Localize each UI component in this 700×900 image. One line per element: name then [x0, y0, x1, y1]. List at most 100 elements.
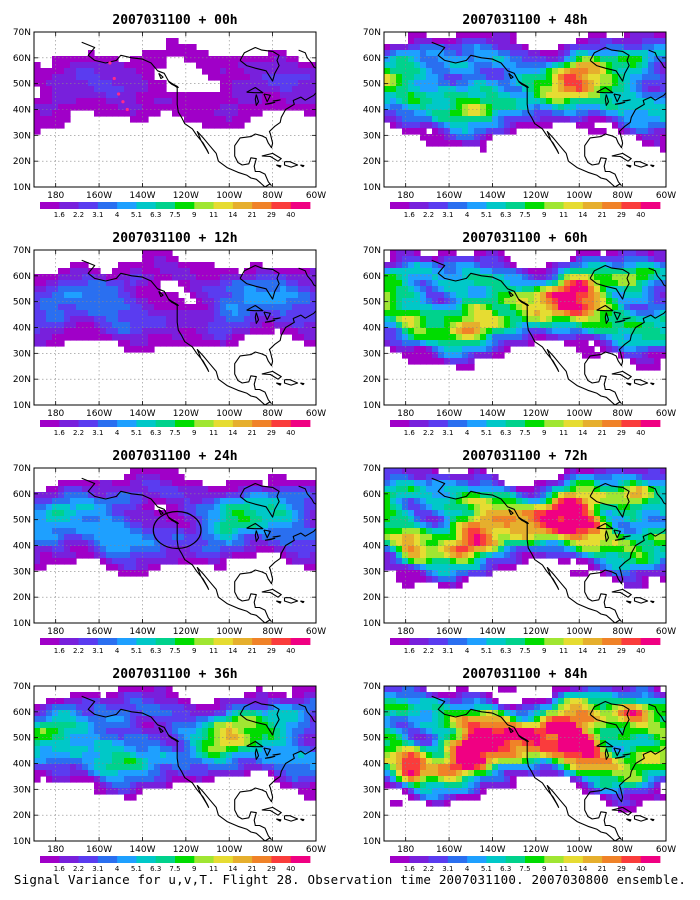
colorbar-label: 21 — [248, 211, 257, 219]
y-tick-label: 10N — [363, 401, 381, 411]
colorbar-swatch — [290, 856, 311, 863]
colorbar: 1.6 2.2 3.1 4 5.1 6.3 7.5 9 11 14 21 29 40 — [390, 638, 661, 655]
colorbar-swatch — [213, 202, 234, 209]
colorbar-swatch — [428, 202, 449, 209]
y-tick-label: 40N — [13, 324, 31, 334]
colorbar-swatch — [467, 202, 487, 209]
colorbar-label: 4 — [465, 865, 470, 873]
colorbar-label: 6.3 — [150, 211, 161, 219]
y-tick-label: 20N — [363, 375, 381, 385]
colorbar-swatch — [640, 202, 661, 209]
x-tick-label: 140W — [479, 409, 505, 419]
colorbar-label: 6.3 — [150, 429, 161, 437]
grid-lines — [34, 32, 316, 187]
colorbar-swatch — [525, 202, 545, 209]
x-tick-label: 120W — [173, 845, 199, 855]
x-tick-label: 140W — [129, 845, 155, 855]
x-tick-label: 100W — [216, 409, 242, 419]
x-tick-label: 120W — [173, 191, 199, 201]
x-tick-label: 60W — [656, 409, 676, 419]
colorbar-label: 7.5 — [169, 211, 180, 219]
colorbar-swatch — [467, 638, 487, 645]
colorbar-label: 1.6 — [54, 865, 66, 873]
colorbar-swatch — [467, 856, 487, 863]
x-tick-label: 60W — [306, 409, 326, 419]
colorbar-label: 9 — [542, 429, 546, 437]
colorbar-swatch — [78, 420, 99, 427]
grid-lines — [384, 686, 666, 841]
colorbar-label: 40 — [286, 647, 295, 655]
colorbar-swatch — [563, 202, 584, 209]
y-tick-label: 40N — [363, 760, 381, 770]
y-tick-label: 40N — [13, 106, 31, 116]
colorbar-label: 5.1 — [481, 865, 492, 873]
y-tick-label: 40N — [363, 542, 381, 552]
y-tick-label: 50N — [363, 80, 381, 90]
colorbar-swatch — [213, 856, 234, 863]
colorbar-swatch — [213, 638, 234, 645]
colorbar-label: 40 — [286, 211, 295, 219]
colorbar-swatch — [486, 420, 507, 427]
colorbar-swatch — [640, 420, 661, 427]
colorbar-label: 4 — [115, 865, 120, 873]
x-tick-label: 120W — [523, 409, 549, 419]
colorbar-swatch — [155, 420, 176, 427]
colorbar-label: 11 — [209, 865, 218, 873]
x-tick-label: 160W — [86, 845, 112, 855]
colorbar-label: 3.1 — [442, 647, 453, 655]
x-tick-label: 180 — [47, 409, 64, 419]
colorbar-swatch — [252, 638, 272, 645]
colorbar-swatch — [390, 856, 410, 863]
map-panel-24h: 2007031100 + 24h 10N 20N 30N 40N 50N 60N 70N 180… — [13, 449, 326, 655]
colorbar-swatch — [525, 638, 545, 645]
y-tick-label: 20N — [363, 593, 381, 603]
colorbar-label: 1.6 — [54, 647, 66, 655]
colorbar-label: 5.1 — [481, 429, 492, 437]
colorbar-swatch — [428, 638, 449, 645]
y-tick-label: 60N — [363, 54, 381, 64]
y-tick-label: 70N — [13, 682, 31, 692]
colorbar-label: 1.6 — [404, 429, 416, 437]
colorbar-label: 4 — [465, 211, 470, 219]
colorbar-swatch — [621, 638, 642, 645]
map-panel-84h: 2007031100 + 84h 10N 20N 30N 40N 50N 60N 70N 180… — [363, 667, 676, 873]
x-tick-label: 120W — [173, 627, 199, 637]
colorbar-swatch — [78, 856, 99, 863]
colorbar-label: 2.2 — [73, 429, 84, 437]
y-tick-label: 30N — [13, 349, 31, 359]
colorbar-label: 21 — [598, 211, 607, 219]
colorbar-swatch — [409, 202, 429, 209]
colorbar-label: 3.1 — [92, 647, 103, 655]
y-tick-label: 40N — [363, 106, 381, 116]
x-tick-label: 100W — [566, 845, 592, 855]
colorbar-swatch — [544, 638, 564, 645]
x-tick-label: 80W — [262, 409, 282, 419]
y-tick-label: 30N — [363, 785, 381, 795]
colorbar-swatch — [117, 638, 137, 645]
colorbar-swatch — [194, 638, 214, 645]
colorbar-swatch — [602, 856, 622, 863]
colorbar-swatch — [505, 856, 526, 863]
grid-lines — [384, 32, 666, 187]
colorbar-swatch — [390, 420, 410, 427]
colorbar-swatch — [544, 420, 564, 427]
colorbar-swatch — [40, 856, 60, 863]
colorbar-label: 7.5 — [519, 865, 530, 873]
x-tick-label: 140W — [129, 627, 155, 637]
colorbar-swatch — [290, 202, 311, 209]
colorbar-label: 11 — [559, 647, 568, 655]
y-tick-label: 40N — [363, 324, 381, 334]
colorbar-label: 9 — [192, 211, 196, 219]
colorbar-swatch — [409, 420, 429, 427]
grid-lines — [34, 250, 316, 405]
colorbar-label: 29 — [267, 211, 276, 219]
colorbar-swatch — [97, 638, 118, 645]
colorbar-swatch — [486, 856, 507, 863]
colorbar-swatch — [525, 420, 545, 427]
colorbar-swatch — [563, 856, 584, 863]
y-tick-label: 60N — [363, 490, 381, 500]
colorbar-label: 3.1 — [442, 865, 453, 873]
x-tick-label: 60W — [306, 191, 326, 201]
x-tick-label: 100W — [216, 191, 242, 201]
